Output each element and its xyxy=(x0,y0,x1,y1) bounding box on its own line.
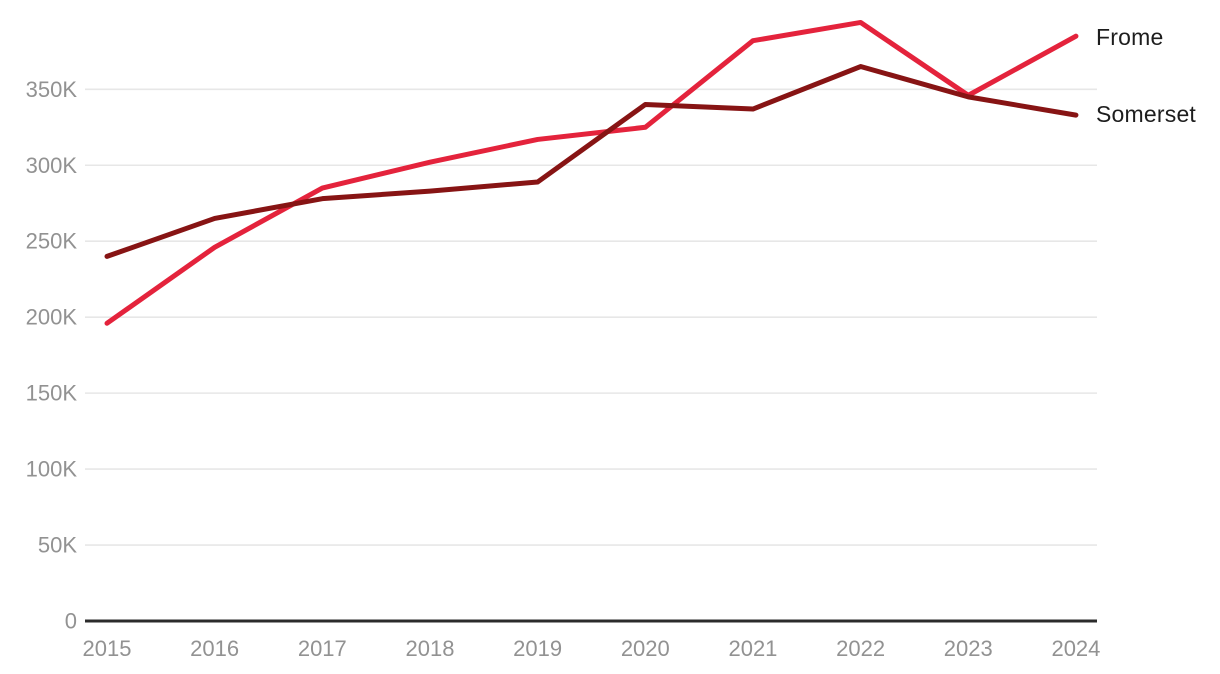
x-tick-label: 2024 xyxy=(1051,636,1100,661)
x-tick-label: 2018 xyxy=(406,636,455,661)
y-tick-label: 50K xyxy=(38,533,77,558)
y-tick-label: 250K xyxy=(26,229,78,254)
x-tick-label: 2023 xyxy=(944,636,993,661)
x-tick-label: 2016 xyxy=(190,636,239,661)
series-line-somerset xyxy=(104,64,1079,259)
y-tick-label: 200K xyxy=(26,305,78,330)
y-tick-label: 300K xyxy=(26,153,78,178)
series-label-frome: Frome xyxy=(1096,24,1164,50)
x-tick-label: 2022 xyxy=(836,636,885,661)
y-tick-label: 0 xyxy=(65,609,77,634)
x-tick-label: 2015 xyxy=(83,636,132,661)
x-tick-label: 2017 xyxy=(298,636,347,661)
series-line-frome xyxy=(104,19,1079,326)
y-tick-label: 150K xyxy=(26,381,78,406)
x-tick-label: 2020 xyxy=(621,636,670,661)
x-tick-label: 2021 xyxy=(728,636,777,661)
x-tick-label: 2019 xyxy=(513,636,562,661)
series-label-somerset: Somerset xyxy=(1096,101,1197,127)
y-tick-label: 350K xyxy=(26,77,78,102)
y-tick-label: 100K xyxy=(26,457,78,482)
